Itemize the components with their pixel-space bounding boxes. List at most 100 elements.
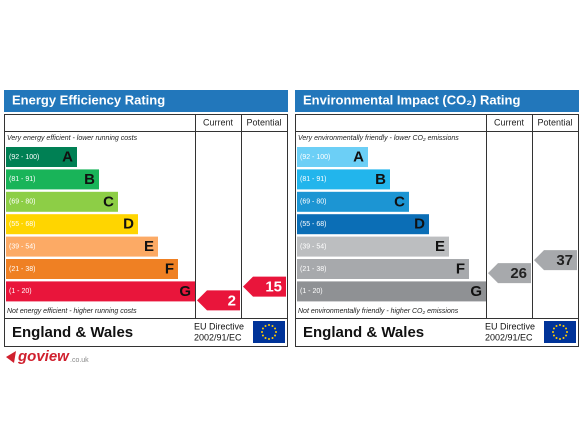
band-letter: B [375, 171, 386, 188]
column-header: Current [494, 117, 525, 127]
band-range: (92 - 100) [9, 154, 39, 161]
logo: goview .co.uk [6, 348, 89, 365]
band-bar [297, 259, 469, 279]
eu-star [268, 324, 270, 326]
panel-title: Environmental Impact (CO₂) Rating [303, 92, 520, 107]
panel-title: Energy Efficiency Rating [12, 92, 165, 107]
band-range: (81 - 91) [9, 176, 35, 183]
top-note: Very environmentally friendly - lower CO… [298, 135, 459, 142]
eu-star [271, 337, 274, 340]
eu-star [562, 324, 565, 327]
eu-star [565, 334, 568, 337]
band-range: (81 - 91) [300, 176, 326, 183]
panel-header [4, 90, 288, 112]
eu-star [261, 327, 264, 330]
rating-value: 15 [265, 279, 282, 296]
rating-arrow [243, 276, 286, 297]
band-letter: E [435, 238, 445, 255]
eu-star [555, 337, 558, 340]
directive: 2002/91/EC [194, 332, 242, 342]
band-letter: D [414, 216, 425, 233]
band-bar [6, 281, 195, 302]
eu-star [559, 338, 561, 340]
eu-star [559, 324, 561, 326]
band-bar [6, 191, 118, 212]
band-range: (92 - 100) [300, 154, 330, 161]
logo-icon [6, 351, 16, 363]
band-bar [297, 169, 390, 190]
band-range: (39 - 54) [300, 243, 326, 250]
band-letter: C [103, 193, 114, 210]
logo-text: goview [17, 348, 70, 365]
bottom-note: Not energy efficient - higher running co… [7, 308, 137, 315]
band-letter: E [144, 238, 154, 255]
band-bar [297, 236, 449, 257]
band-letter: F [456, 260, 465, 277]
panel-frame [295, 114, 579, 347]
bottom-note: Not environmentally friendly - higher CO… [298, 308, 459, 315]
rating-value: 2 [228, 292, 236, 309]
eu-star [264, 324, 267, 327]
band-range: (55 - 68) [9, 221, 35, 228]
eu-star [271, 324, 274, 327]
band-letter: G [179, 283, 191, 300]
rating-arrow [197, 290, 240, 311]
directive: EU Directive [485, 321, 535, 331]
band-letter: D [123, 216, 134, 233]
band-bar [297, 147, 368, 167]
band-bar [297, 281, 486, 302]
band-range: (39 - 54) [9, 243, 35, 250]
panel-frame [4, 114, 288, 347]
logo-suffix: .co.uk [70, 357, 89, 364]
column-header: Potential [246, 117, 281, 127]
eu-star [565, 327, 568, 330]
eu-flag [544, 321, 576, 343]
eu-star [275, 331, 277, 333]
band-range: (55 - 68) [300, 221, 326, 228]
band-range: (69 - 80) [9, 199, 35, 206]
rating-value: 37 [556, 252, 573, 269]
band-bar [6, 214, 138, 235]
column-header: Potential [537, 117, 572, 127]
band-letter: C [394, 193, 405, 210]
panel-header [295, 90, 579, 112]
footer-region: England & Wales [303, 324, 424, 341]
band-letter: A [353, 148, 364, 165]
band-bar [6, 147, 77, 167]
band-bar [297, 214, 429, 235]
band-bar [297, 191, 409, 212]
directive: 2002/91/EC [485, 332, 533, 342]
top-note: Very energy efficient - lower running co… [7, 135, 138, 142]
band-range: (1 - 20) [300, 288, 323, 295]
eu-star [261, 331, 263, 333]
eu-flag [253, 321, 285, 343]
footer-region: England & Wales [12, 324, 133, 341]
band-range: (21 - 38) [9, 266, 35, 273]
rating-arrow [534, 250, 577, 271]
directive: EU Directive [194, 321, 244, 331]
band-letter: B [84, 171, 95, 188]
eu-star [264, 337, 267, 340]
band-range: (69 - 80) [300, 199, 326, 206]
eu-star [555, 324, 558, 327]
eu-star [552, 327, 555, 330]
band-bar [6, 236, 158, 257]
column-header: Current [203, 117, 234, 127]
eu-star [274, 334, 277, 337]
eu-star [566, 331, 568, 333]
eu-star [562, 337, 565, 340]
band-letter: A [62, 148, 73, 165]
rating-arrow [488, 263, 531, 284]
eu-star [552, 331, 554, 333]
rating-value: 26 [510, 265, 527, 282]
eu-star [274, 327, 277, 330]
eu-star [268, 338, 270, 340]
band-letter: F [165, 260, 174, 277]
band-letter: G [470, 283, 482, 300]
band-bar [6, 259, 178, 279]
band-range: (21 - 38) [300, 266, 326, 273]
eu-star [261, 334, 264, 337]
band-range: (1 - 20) [9, 288, 32, 295]
